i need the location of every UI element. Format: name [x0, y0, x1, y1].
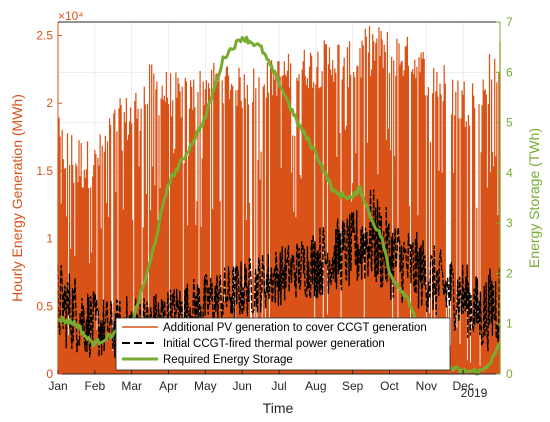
x-tick-label: Dec — [452, 379, 473, 393]
x-tick-label: Aug — [305, 379, 326, 393]
y-left-tick-label: 0.5 — [36, 299, 53, 313]
y-left-tick-label: 2 — [46, 96, 53, 110]
legend-label-pv: Additional PV generation to cover CCGT g… — [163, 322, 427, 334]
y-right-tick-label: 1 — [506, 317, 513, 331]
x-tick-label: Jun — [232, 379, 251, 393]
exponent-label: ×10⁴ — [58, 9, 84, 23]
legend-box — [115, 317, 451, 371]
x-tick-label: May — [194, 379, 217, 393]
x-axis-label: Time — [263, 400, 294, 416]
legend-label-storage: Required Energy Storage — [163, 354, 293, 366]
y-left-tick-label: 2.5 — [36, 29, 53, 43]
x-tick-label: Apr — [159, 379, 178, 393]
x-tick-label: Sep — [342, 379, 364, 393]
y-right-tick-label: 0 — [506, 367, 513, 381]
legend-label-ccgt: Initial CCGT-fired thermal power generat… — [163, 338, 385, 350]
x-tick-label: Jul — [271, 379, 286, 393]
y-left-tick-label: 1.5 — [36, 164, 53, 178]
y-right-tick-label: 6 — [506, 65, 513, 79]
x-tick-label: Feb — [84, 379, 105, 393]
y-right-tick-label: 2 — [506, 266, 513, 280]
y-right-tick-label: 5 — [506, 116, 513, 130]
y-left-tick-label: 1 — [46, 232, 53, 246]
ticks: 0 0.5 1 1.5 2 2.5 0 1 2 3 4 5 6 7 Jan Feb Mar Apr May Jun Ju… — [36, 15, 513, 393]
y-axis-label-left: Hourly Energy Generation (MWh) — [9, 94, 25, 302]
y-right-tick-label: 7 — [506, 15, 513, 29]
y-right-tick-label: 3 — [506, 216, 513, 230]
ccgt-series — [57, 189, 501, 359]
x-tick-label: Oct — [380, 379, 399, 393]
y-left-tick-label: 0 — [46, 367, 53, 381]
legend: Additional PV generation to cover CCGT g… — [115, 317, 451, 371]
x-tick-label: Jan — [48, 379, 67, 393]
ccgt-line-path — [57, 189, 501, 359]
x-tick-label: Mar — [121, 379, 142, 393]
x-tick-label: Nov — [416, 379, 437, 393]
y-right-tick-label: 4 — [506, 166, 513, 180]
y-axis-label-right: Energy Storage (TWh) — [526, 128, 542, 268]
year-label: 2019 — [461, 386, 488, 400]
